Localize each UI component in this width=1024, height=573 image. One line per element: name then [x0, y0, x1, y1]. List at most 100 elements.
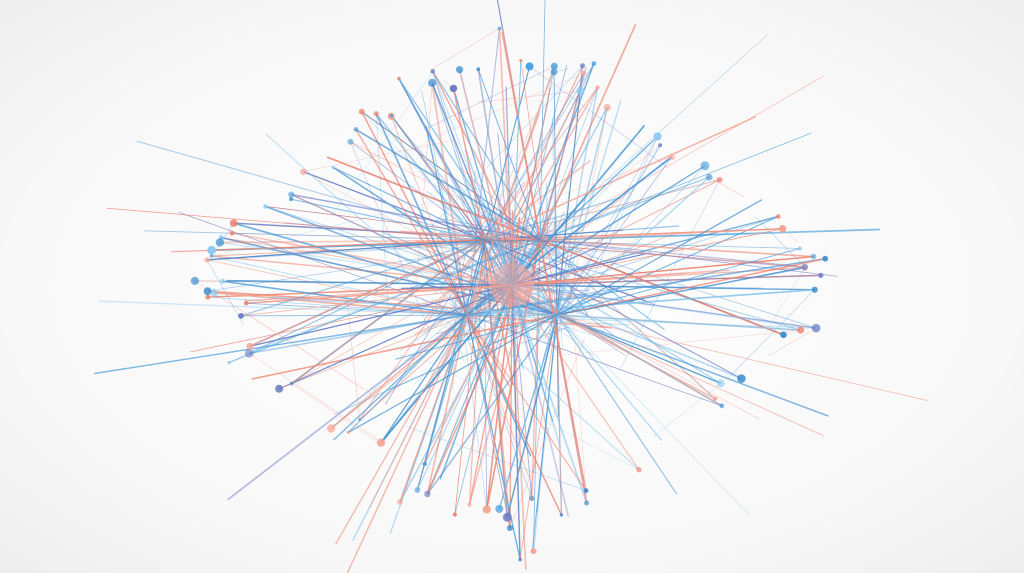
node [705, 173, 713, 181]
node [780, 331, 787, 339]
edge [570, 284, 587, 504]
edge [553, 71, 559, 418]
node [449, 84, 458, 93]
edge [490, 286, 721, 384]
node [658, 143, 663, 148]
edge [452, 88, 514, 386]
node [801, 263, 809, 271]
node [584, 500, 590, 506]
edge [416, 284, 513, 491]
node [595, 85, 600, 90]
node [190, 276, 199, 285]
node [581, 70, 587, 76]
node [497, 26, 502, 31]
edge [520, 60, 558, 316]
node [414, 487, 421, 493]
edge [451, 320, 456, 374]
edge [437, 73, 585, 137]
node [331, 165, 335, 170]
edge [511, 284, 723, 407]
node [506, 524, 513, 531]
node [229, 219, 238, 228]
node [428, 78, 437, 87]
edge [452, 88, 554, 422]
node [203, 287, 212, 296]
node [591, 61, 597, 66]
node [716, 379, 725, 388]
node [719, 403, 725, 409]
node [424, 490, 431, 498]
node [700, 161, 710, 171]
edge [426, 284, 513, 495]
edge [426, 23, 637, 495]
edge [564, 165, 706, 316]
node [238, 312, 244, 319]
node [397, 76, 401, 81]
edge [213, 292, 388, 405]
node [810, 253, 817, 260]
edge [291, 383, 381, 445]
node [347, 138, 354, 145]
edge [290, 239, 485, 385]
node [467, 502, 472, 507]
edge [505, 86, 521, 560]
node [713, 396, 718, 402]
edge [544, 328, 551, 339]
edge [136, 140, 801, 331]
edge [426, 314, 558, 495]
node [289, 197, 294, 202]
node [811, 286, 818, 293]
edge [426, 245, 474, 251]
edge [511, 60, 522, 286]
node [430, 69, 436, 74]
node [243, 300, 249, 306]
edge [709, 176, 744, 198]
edge [554, 221, 563, 515]
edge [533, 243, 576, 269]
edge [539, 145, 661, 241]
node [452, 512, 457, 517]
edge [358, 181, 525, 420]
edge [754, 216, 806, 268]
node [482, 505, 491, 514]
edge [228, 132, 812, 363]
edge [458, 156, 672, 231]
node [529, 495, 535, 502]
node [653, 132, 662, 141]
edge [430, 28, 500, 71]
edge [278, 231, 678, 390]
edge [359, 284, 513, 420]
edge [221, 237, 513, 286]
edge [265, 133, 640, 471]
node [455, 66, 464, 74]
edge [498, 100, 622, 510]
node [229, 230, 235, 236]
node [205, 294, 211, 300]
node [263, 204, 268, 209]
edge [143, 230, 800, 249]
node [580, 63, 586, 69]
edge [454, 239, 485, 515]
edge [290, 198, 485, 241]
edge [483, 63, 595, 241]
edge [248, 353, 380, 441]
edge [265, 205, 513, 286]
node [550, 62, 558, 70]
node [422, 461, 427, 467]
edge [726, 289, 815, 380]
edge [449, 173, 497, 233]
edge [246, 302, 468, 316]
edge [222, 280, 468, 316]
edge [332, 166, 485, 241]
node [358, 108, 365, 115]
edge [511, 255, 814, 286]
edge [346, 293, 360, 420]
edge [246, 269, 730, 305]
edge [546, 329, 801, 358]
edge [241, 314, 558, 317]
edge [350, 141, 430, 330]
node [797, 246, 802, 251]
edge [291, 193, 541, 241]
